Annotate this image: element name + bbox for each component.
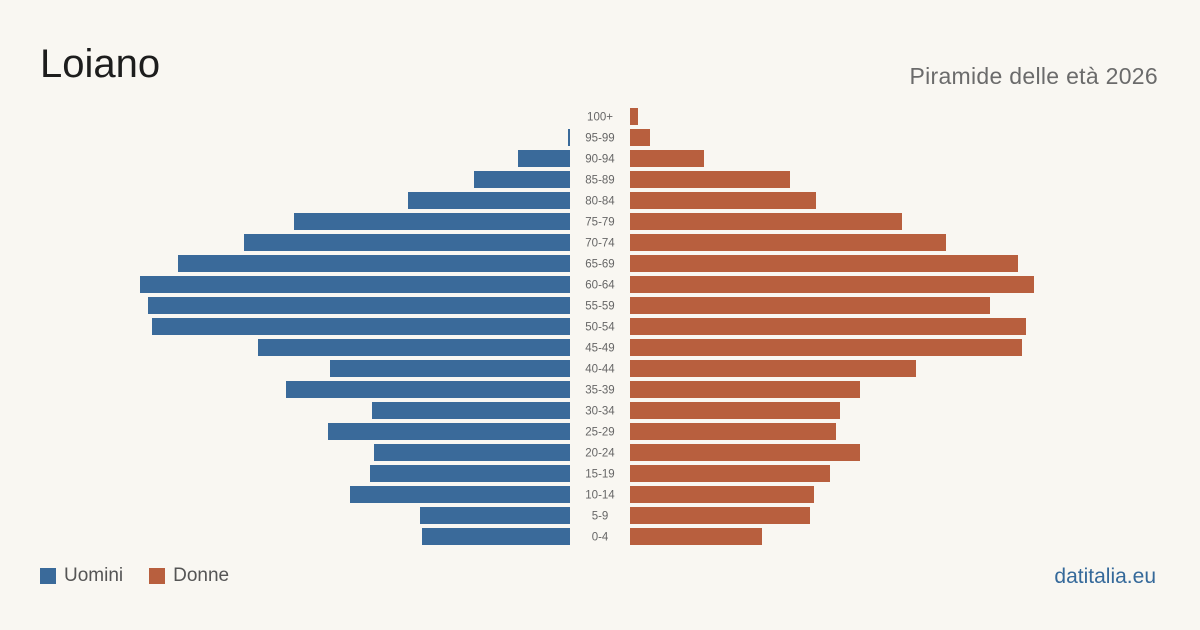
bar-men-25-29 bbox=[328, 423, 570, 440]
bar-women-40-44 bbox=[630, 360, 916, 377]
legend-item-women: Donne bbox=[149, 566, 229, 585]
bar-women-0-4 bbox=[630, 528, 762, 545]
age-label-5-9: 5-9 bbox=[592, 511, 609, 523]
bar-men-0-4 bbox=[422, 528, 570, 545]
bar-women-10-14 bbox=[630, 486, 814, 503]
age-label-75-79: 75-79 bbox=[585, 217, 614, 229]
bar-women-70-74 bbox=[630, 234, 946, 251]
bar-men-35-39 bbox=[286, 381, 570, 398]
bar-men-20-24 bbox=[374, 444, 570, 461]
bar-women-20-24 bbox=[630, 444, 860, 461]
age-label-95-99: 95-99 bbox=[585, 133, 614, 145]
bar-men-45-49 bbox=[258, 339, 570, 356]
legend-label-men: Uomini bbox=[64, 565, 124, 586]
page-title: Loiano bbox=[40, 42, 161, 86]
bar-women-85-89 bbox=[630, 171, 790, 188]
age-label-0-4: 0-4 bbox=[592, 532, 609, 544]
bar-women-5-9 bbox=[630, 507, 810, 524]
age-label-90-94: 90-94 bbox=[585, 154, 615, 166]
bar-men-5-9 bbox=[420, 507, 570, 524]
age-label-15-19: 15-19 bbox=[585, 469, 614, 481]
age-label-20-24: 20-24 bbox=[585, 448, 615, 460]
age-label-40-44: 40-44 bbox=[585, 364, 615, 376]
age-label-55-59: 55-59 bbox=[585, 301, 614, 313]
bar-women-35-39 bbox=[630, 381, 860, 398]
bar-women-75-79 bbox=[630, 213, 902, 230]
bar-men-70-74 bbox=[244, 234, 570, 251]
bar-women-50-54 bbox=[630, 318, 1026, 335]
legend: Uomini Donne bbox=[40, 566, 229, 585]
bar-women-80-84 bbox=[630, 192, 816, 209]
bar-women-55-59 bbox=[630, 297, 990, 314]
bar-women-15-19 bbox=[630, 465, 830, 482]
age-label-50-54: 50-54 bbox=[585, 322, 615, 334]
bar-men-60-64 bbox=[140, 276, 570, 293]
bar-men-95-99 bbox=[568, 129, 570, 146]
bar-men-80-84 bbox=[408, 192, 570, 209]
age-label-100+: 100+ bbox=[587, 112, 613, 124]
bar-men-55-59 bbox=[148, 297, 570, 314]
legend-swatch-men bbox=[40, 567, 56, 584]
bar-women-45-49 bbox=[630, 339, 1022, 356]
bar-women-95-99 bbox=[630, 129, 650, 146]
bar-men-10-14 bbox=[350, 486, 570, 503]
bar-women-60-64 bbox=[630, 276, 1034, 293]
age-label-30-34: 30-34 bbox=[585, 406, 615, 418]
legend-label-women: Donne bbox=[173, 565, 230, 586]
age-label-85-89: 85-89 bbox=[585, 175, 614, 187]
bar-men-65-69 bbox=[178, 255, 570, 272]
chart-subtitle: Piramide delle età 2026 bbox=[909, 63, 1158, 89]
age-label-25-29: 25-29 bbox=[585, 427, 614, 439]
bar-men-85-89 bbox=[474, 171, 570, 188]
age-label-35-39: 35-39 bbox=[585, 385, 614, 397]
age-label-65-69: 65-69 bbox=[585, 259, 614, 271]
age-label-80-84: 80-84 bbox=[585, 196, 615, 208]
bar-women-90-94 bbox=[630, 150, 704, 167]
brand-link[interactable]: datitalia.eu bbox=[1054, 565, 1156, 588]
bar-men-90-94 bbox=[518, 150, 570, 167]
age-label-60-64: 60-64 bbox=[585, 280, 615, 292]
bar-women-30-34 bbox=[630, 402, 840, 419]
age-label-10-14: 10-14 bbox=[585, 490, 615, 502]
bar-men-75-79 bbox=[294, 213, 570, 230]
bar-men-30-34 bbox=[372, 402, 570, 419]
age-label-45-49: 45-49 bbox=[585, 343, 614, 355]
bar-men-40-44 bbox=[330, 360, 570, 377]
legend-swatch-women bbox=[149, 567, 166, 584]
age-label-70-74: 70-74 bbox=[585, 238, 615, 250]
bar-women-25-29 bbox=[630, 423, 836, 440]
bar-men-15-19 bbox=[370, 465, 570, 482]
bar-women-100+ bbox=[630, 108, 638, 125]
bar-men-50-54 bbox=[152, 318, 570, 335]
bar-women-65-69 bbox=[630, 255, 1018, 272]
legend-item-men: Uomini bbox=[40, 566, 123, 585]
